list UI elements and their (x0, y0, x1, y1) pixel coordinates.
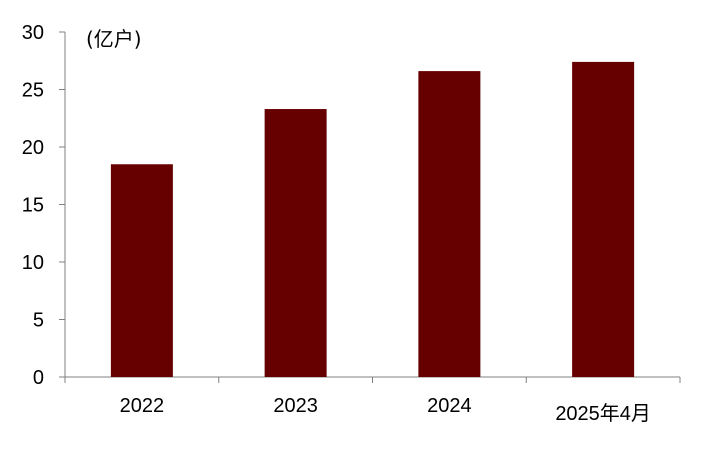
y-tick-label: 0 (33, 367, 44, 389)
x-tick-label: 2024 (427, 395, 472, 417)
unit-label: (亿户) (86, 27, 142, 51)
x-tick-label: 2023 (273, 395, 318, 417)
bar-2025年4月 (572, 61, 635, 378)
y-axis: 0 5 10 15 20 25 30 (22, 22, 66, 389)
bars (110, 61, 635, 378)
bar-2023 (264, 109, 327, 378)
y-tick-label: 5 (33, 310, 44, 332)
bar-2024 (418, 71, 481, 377)
x-tick-label: 2025年4月 (555, 402, 651, 425)
y-tick-label: 15 (22, 195, 44, 217)
bar-2022 (110, 164, 173, 377)
y-tick-label: 20 (22, 137, 44, 159)
y-tick-label: 25 (22, 80, 44, 102)
y-tick-label: 10 (22, 252, 44, 274)
y-tick-label: 30 (22, 22, 44, 44)
x-axis: 2022 2023 2024 2025年4月 (64, 376, 681, 425)
x-tick-label: 2022 (120, 395, 165, 417)
